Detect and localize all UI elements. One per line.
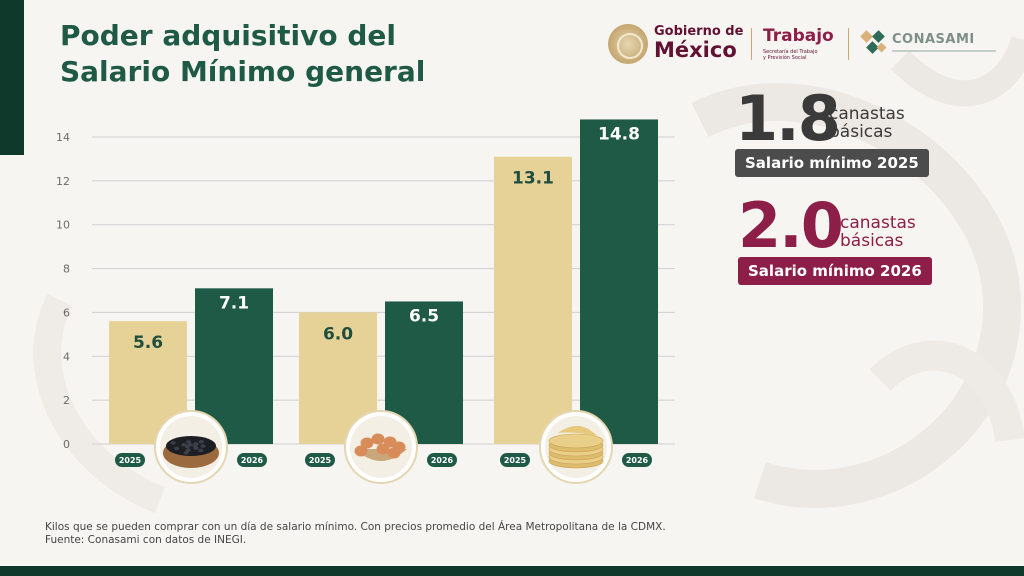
year-pill (500, 453, 530, 467)
stat-2025-unit-line-2: básicas (829, 122, 893, 142)
conasami-logo-underline (892, 50, 996, 52)
trabajo-subtext-line-1: Secretaría del Trabajo (763, 49, 818, 55)
gobierno-logo-line-1: Gobierno de (654, 24, 744, 39)
stat-2025: 1.8 canastas básicas Salario mínimo 2025 (735, 88, 935, 180)
bar-value-label: 14.8 (598, 124, 640, 144)
bar-2025-tortilla (494, 156, 572, 444)
gobierno-de-mexico-logo: Gobierno de México (608, 22, 748, 68)
trabajo-logo-text: Trabajo (763, 26, 834, 46)
title-line-2: Salario Mínimo general (60, 55, 426, 88)
footnote: Kilos que se pueden comprar con un día d… (45, 521, 666, 547)
header-logos: Gobierno de México Trabajo Secretaría de… (608, 22, 1000, 68)
chart-grid: 0 2 4 6 8 10 12 14 (56, 131, 675, 451)
conasami-logo-text: CONASAMI (892, 32, 975, 47)
conasami-mark-icon (860, 30, 887, 54)
year-pill-label: 2025 (309, 456, 332, 465)
stat-2025-unit-line-1: canastas (829, 104, 905, 124)
beans-bowl-icon (154, 410, 228, 484)
bar-2026-tortilla (580, 119, 658, 444)
y-tick-label: 14 (56, 131, 70, 144)
stat-2026: 2.0 canastas básicas Salario mínimo 2026 (738, 195, 938, 287)
left-accent-bar (0, 0, 24, 155)
conasami-logo: CONASAMI (860, 28, 1000, 64)
logo-separator (751, 28, 752, 60)
y-tick-label: 4 (63, 350, 70, 363)
stat-2025-unit: canastas básicas (829, 105, 905, 141)
chart-category-icons (154, 410, 613, 484)
trabajo-subtext-line-2: y Previsión Social (763, 55, 807, 61)
page-title: Poder adquisitivo del Salario Mínimo gen… (60, 18, 425, 90)
logo-separator (848, 28, 849, 60)
bar-value-label: 6.5 (409, 306, 439, 326)
y-tick-label: 10 (56, 219, 70, 232)
bar-value-label: 5.6 (133, 333, 163, 353)
bar-value-label: 13.1 (512, 169, 554, 189)
stat-2026-unit: canastas básicas (840, 214, 916, 250)
footnote-line-1: Kilos que se pueden comprar con un día d… (45, 521, 666, 533)
stat-2025-label: Salario mínimo 2025 (735, 149, 929, 177)
stat-2026-unit-line-2: básicas (840, 231, 904, 251)
bar-value-label: 7.1 (219, 293, 249, 313)
y-tick-label: 8 (63, 263, 70, 276)
year-pill-label: 2026 (431, 456, 454, 465)
year-pill (305, 453, 335, 467)
year-pill-label: 2026 (626, 456, 649, 465)
year-pill-label: 2025 (119, 456, 142, 465)
trabajo-logo: Trabajo Secretaría del Trabajo y Previsi… (763, 22, 843, 68)
stat-2026-unit-line-1: canastas (840, 213, 916, 233)
tortillas-stack-icon (539, 410, 613, 484)
bar-value-label: 6.0 (323, 324, 353, 344)
chart-bars: 5.6 2025 7.1 2026 6.0 2025 6.5 2026 13.1 2025 14.8… (109, 119, 658, 467)
year-pill-label: 2026 (241, 456, 264, 465)
national-seal-icon (608, 24, 648, 64)
trabajo-logo-subtext: Secretaría del Trabajo y Previsión Socia… (763, 49, 818, 61)
gobierno-logo-line-2: México (654, 38, 737, 62)
stat-2026-label: Salario mínimo 2026 (738, 257, 932, 285)
y-tick-label: 12 (56, 175, 70, 188)
year-pill (427, 453, 457, 467)
year-pill (622, 453, 652, 467)
y-tick-label: 2 (63, 394, 70, 407)
y-tick-label: 6 (63, 306, 70, 319)
bar-chart: 0 2 4 6 8 10 12 14 5.6 2025 7.1 2026 6.0 2025 6.5 2026… (56, 119, 675, 484)
title-line-1: Poder adquisitivo del (60, 19, 396, 52)
footnote-line-2: Fuente: Conasami con datos de INEGI. (45, 534, 247, 546)
eggs-basket-icon (344, 410, 418, 484)
stat-2025-value: 1.8 (735, 82, 841, 155)
y-tick-label: 0 (63, 438, 70, 451)
year-pill (115, 453, 145, 467)
stat-2026-value: 2.0 (738, 189, 844, 262)
year-pill-label: 2025 (504, 456, 527, 465)
bottom-accent-bar (0, 566, 1024, 576)
year-pill (237, 453, 267, 467)
